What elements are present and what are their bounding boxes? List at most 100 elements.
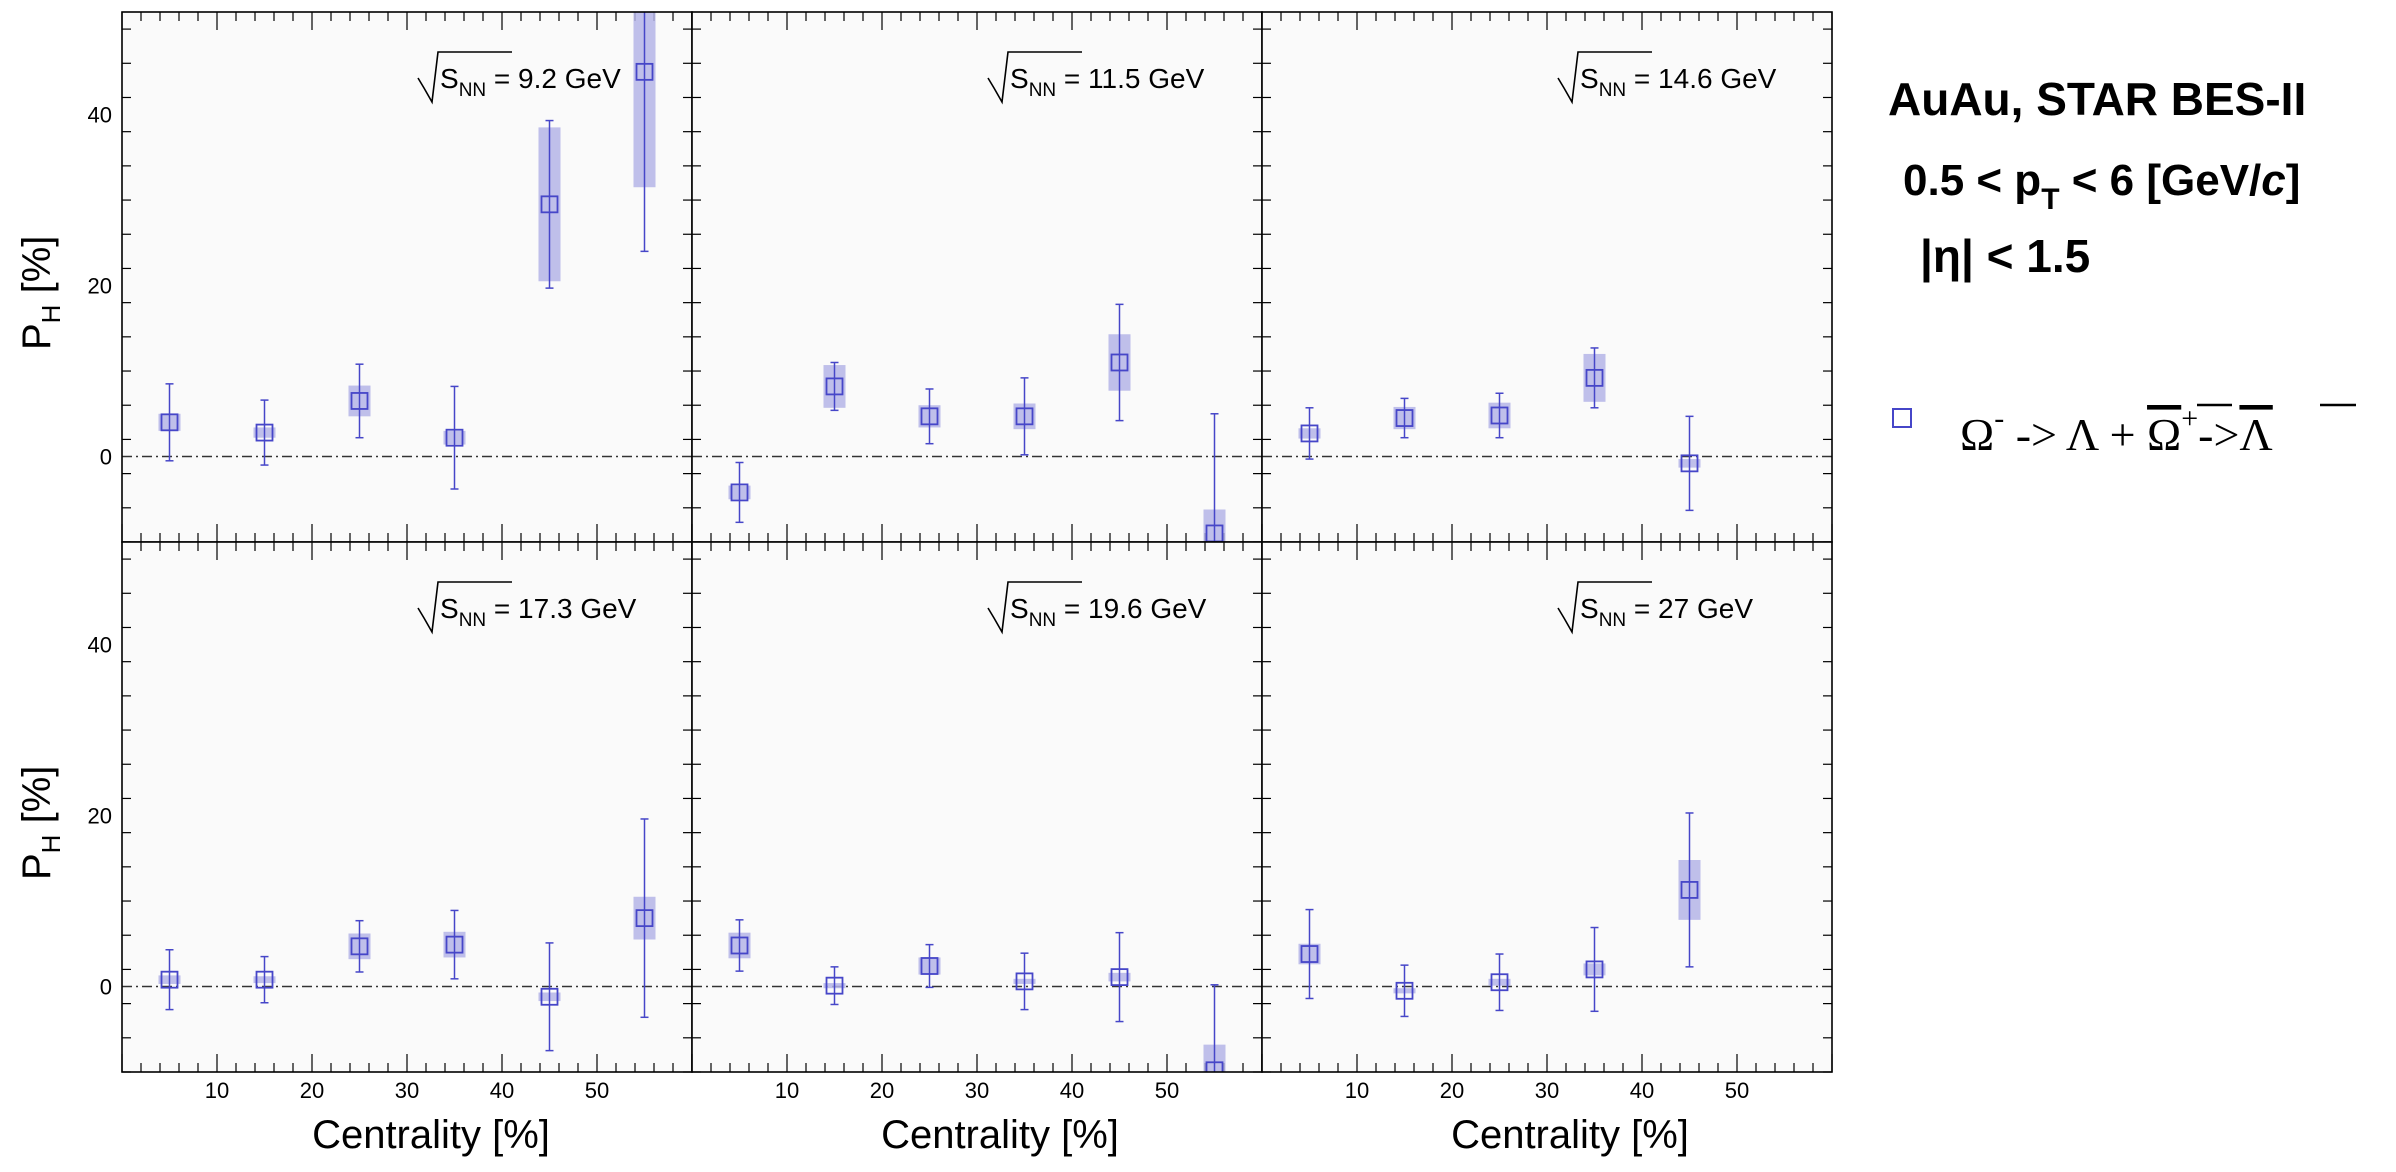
info-eta: |η| < 1.5 (1920, 230, 2090, 282)
marker (350, 392, 369, 410)
panel-ticks (1261, 12, 1833, 543)
panel-1: 40 20 0 SNN = 9.2 GeV (88, 11, 693, 543)
marker (1110, 968, 1129, 987)
marker (1110, 353, 1129, 372)
data-point (538, 942, 561, 1052)
marker (825, 976, 844, 995)
legend-marker (1892, 408, 1912, 428)
energy-sub: NN (1599, 610, 1626, 631)
panel-4: 40 20 0 10 20 30 40 50 SNN = 17.3 GeV (88, 541, 693, 1103)
energy-s: S (1580, 593, 1599, 624)
data-point (823, 361, 846, 412)
data-point (348, 363, 371, 439)
data-point (728, 461, 751, 524)
energy-sub: NN (1029, 610, 1056, 631)
marker (920, 957, 939, 975)
x-tick-label: 20 (870, 1078, 894, 1103)
data-point (1108, 303, 1131, 422)
marker (1490, 406, 1509, 425)
marker (635, 909, 654, 928)
panel-background (1262, 12, 1832, 542)
panel-ticks (691, 542, 1263, 1073)
energy-value: = 14.6 GeV (1626, 63, 1777, 94)
data-point (1203, 984, 1226, 1072)
info-block: AuAu, STAR BES-II 0.5 < pT < 6 [GeV/c] |… (1888, 73, 2306, 282)
energy-sub: NN (1029, 80, 1056, 101)
x-tick-label: 10 (1345, 1078, 1369, 1103)
energy-value: = 27 GeV (1626, 593, 1753, 624)
sqrt-sign (987, 581, 1082, 635)
marker (540, 195, 559, 214)
data-point (1488, 392, 1511, 439)
data-points (1298, 812, 1701, 1018)
energy-s: S (1580, 63, 1599, 94)
y-axis-title-bottom: PH [%] (15, 766, 66, 880)
marker (255, 970, 274, 989)
data-point (728, 919, 751, 972)
marker (730, 483, 749, 502)
x-tick-label: 10 (775, 1078, 799, 1103)
marker (160, 970, 179, 989)
panel-3: SNN = 14.6 GeV (1261, 11, 1833, 543)
data-point (253, 955, 276, 1004)
data-point (918, 943, 941, 989)
info-pt-range: 0.5 < pT < 6 [GeV/c] (1903, 156, 2300, 216)
x-tick-label: 40 (1630, 1078, 1654, 1103)
data-points (158, 818, 656, 1052)
legend: Ω- -> Λ + Ω+->Λ (1892, 402, 2356, 460)
energy-label: SNN = 27 GeV (1580, 593, 1753, 631)
data-point (1393, 397, 1416, 439)
panel-background (692, 542, 1262, 1072)
x-tick-label: 20 (1440, 1078, 1464, 1103)
energy-value: = 11.5 GeV (1056, 63, 1204, 94)
marker (1205, 1061, 1224, 1072)
x-tick-label: 10 (205, 1078, 229, 1103)
data-point (1583, 926, 1606, 1013)
data-point (443, 385, 466, 490)
marker (1395, 409, 1414, 427)
data-points (728, 303, 1226, 542)
marker (1680, 881, 1699, 899)
marker (1490, 973, 1509, 992)
y-tick-label: 40 (88, 633, 112, 658)
energy-s: S (1010, 63, 1029, 94)
data-points (728, 919, 1226, 1072)
energy-value: = 9.2 GeV (486, 63, 621, 94)
energy-value: = 17.3 GeV (486, 593, 637, 624)
marker (1015, 407, 1034, 426)
data-point (1013, 377, 1036, 456)
energy-sub: NN (1599, 80, 1626, 101)
panel-ticks (1261, 542, 1833, 1073)
panel-2: SNN = 11.5 GeV (691, 11, 1263, 543)
legend-omegabar: Ω (2147, 409, 2181, 460)
data-points (158, 12, 656, 490)
x-tick-label: 40 (1060, 1078, 1084, 1103)
x-tick-label: 50 (1155, 1078, 1179, 1103)
y-tick-label: 0 (100, 975, 112, 1000)
panel-background (122, 542, 692, 1072)
data-point (348, 919, 371, 973)
x-axis-title-col2: Centrality [%] (881, 1113, 1119, 1157)
data-point (158, 383, 181, 462)
sqrt-sign (417, 51, 512, 105)
energy-label: SNN = 14.6 GeV (1580, 63, 1777, 101)
marker (255, 423, 274, 442)
data-point (633, 818, 656, 1019)
x-tick-label: 30 (965, 1078, 989, 1103)
marker (1585, 960, 1604, 979)
marker (160, 413, 179, 432)
marker (350, 937, 369, 956)
marker (1015, 972, 1034, 991)
marker (825, 377, 844, 396)
x-tick-label: 30 (1535, 1078, 1559, 1103)
energy-label: SNN = 19.6 GeV (1010, 593, 1207, 631)
x-tick-label: 20 (300, 1078, 324, 1103)
marker (1585, 368, 1604, 387)
sqrt-sign (1557, 51, 1652, 105)
data-point (1013, 952, 1036, 1011)
legend-lambdabar: Λ (2239, 409, 2272, 460)
data-point (1298, 908, 1321, 1000)
energy-s: S (440, 63, 459, 94)
y-tick-label: 20 (88, 804, 112, 829)
